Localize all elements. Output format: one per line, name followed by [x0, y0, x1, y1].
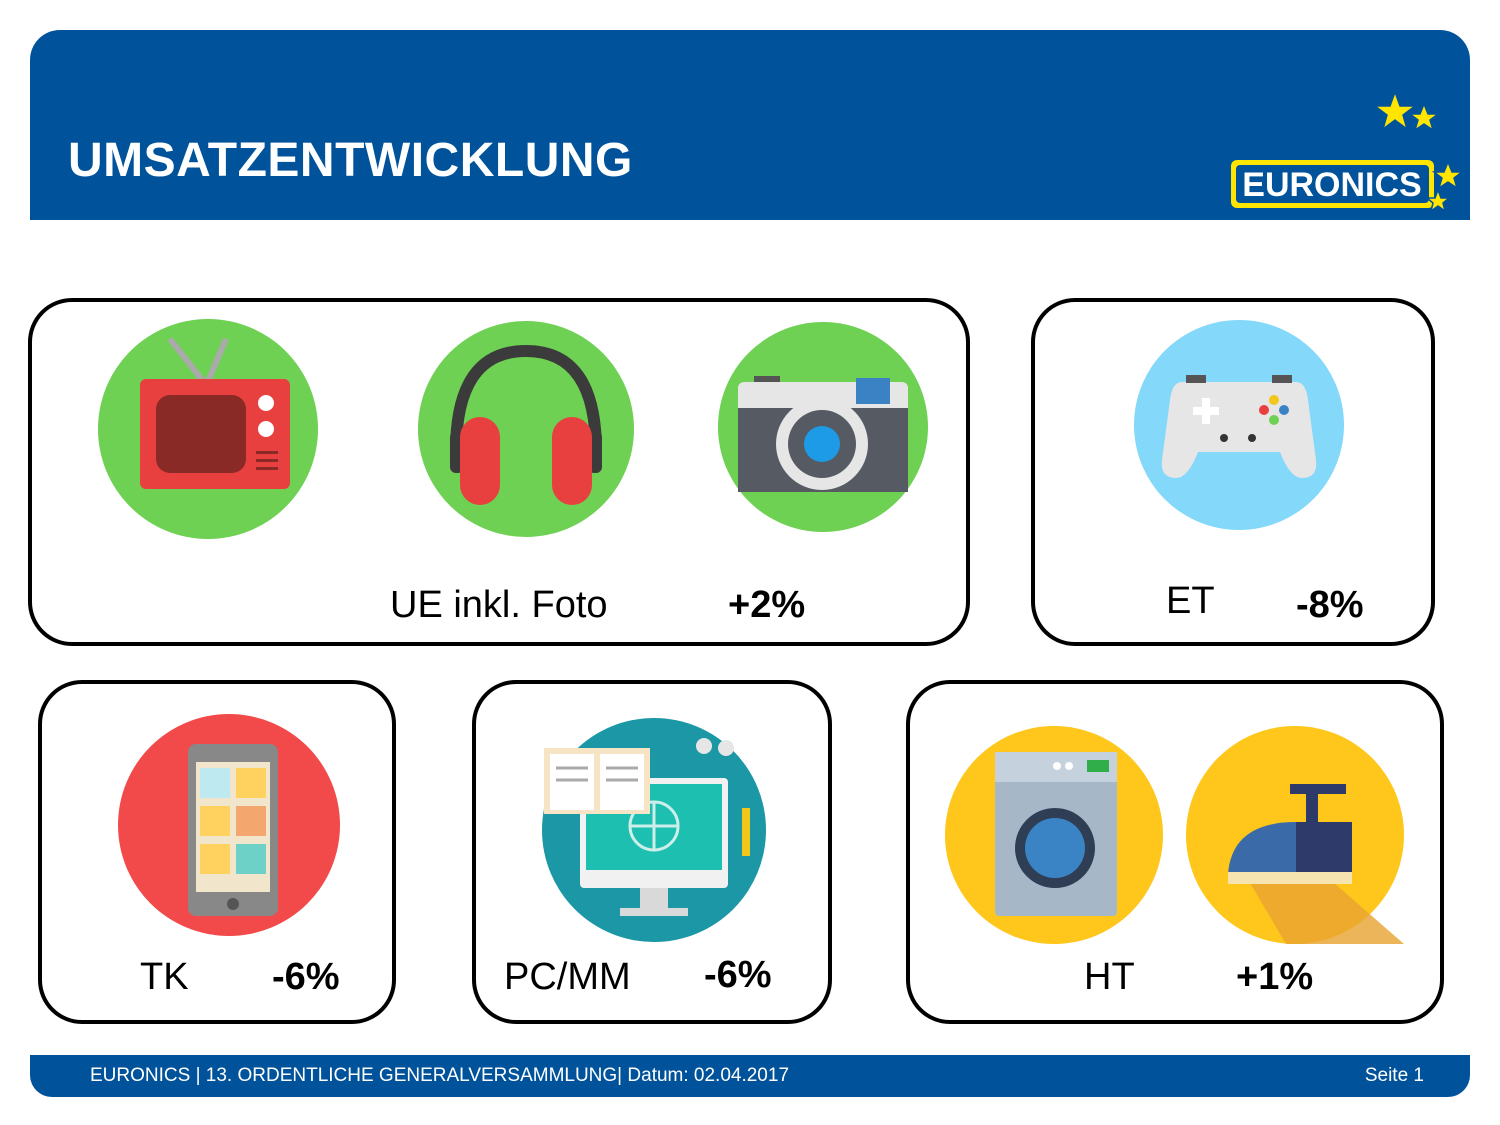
- footer-bar: EURONICS | 13. ORDENTLICHE GENERALVERSAM…: [30, 1055, 1470, 1097]
- page-number: Seite 1: [1364, 1065, 1424, 1086]
- header-bar: UMSATZENTWICKLUNG EURONICS: [30, 30, 1470, 220]
- gamepad-icon: [1134, 320, 1344, 530]
- tv-icon: [98, 319, 318, 539]
- footer-text: EURONICS | 13. ORDENTLICHE GENERALVERSAM…: [90, 1065, 790, 1086]
- category-change: -8%: [1296, 584, 1364, 626]
- category-label: ET: [1166, 580, 1215, 622]
- category-label: UE inkl. Foto: [390, 584, 608, 626]
- category-change: +1%: [1236, 956, 1314, 998]
- page-title: UMSATZENTWICKLUNG: [68, 134, 633, 187]
- category-change: +2%: [728, 584, 806, 626]
- computer-icon: [542, 718, 766, 942]
- category-label: HT: [1084, 956, 1135, 998]
- washing-machine-icon: [945, 726, 1163, 944]
- iron-icon: [1186, 726, 1404, 944]
- logo-text: EURONICS: [1242, 166, 1421, 204]
- category-change: -6%: [272, 956, 340, 998]
- category-change: -6%: [704, 954, 772, 996]
- smartphone-icon: [118, 714, 340, 936]
- euronics-logo: EURONICS: [1231, 92, 1465, 213]
- category-label: TK: [140, 956, 189, 998]
- headphones-icon: [418, 321, 634, 537]
- camera-icon: [718, 322, 928, 532]
- category-label: PC/MM: [504, 956, 631, 998]
